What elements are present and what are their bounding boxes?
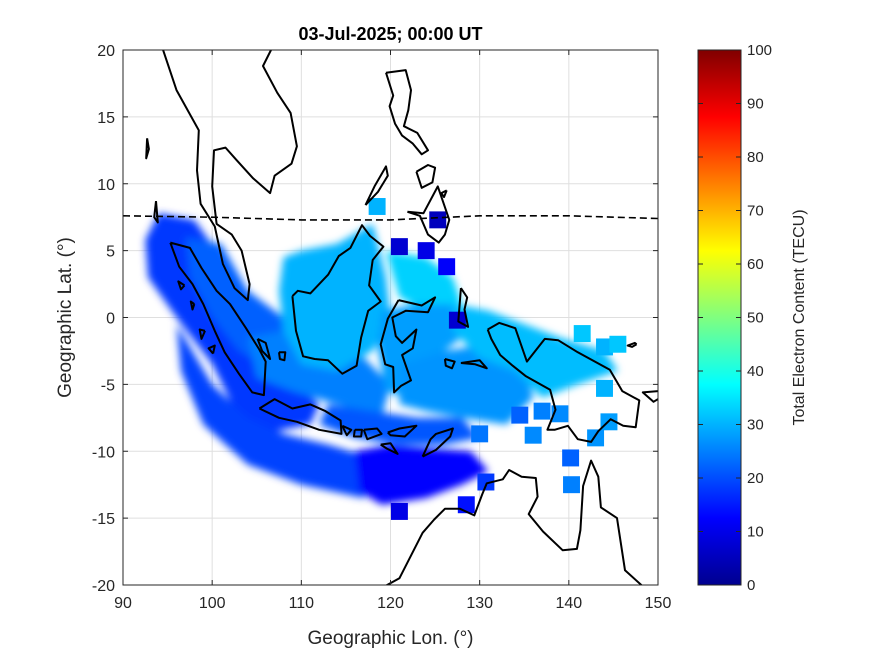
x-tick-label: 110: [289, 595, 315, 612]
coastline: [460, 359, 488, 370]
x-tick-label: 100: [199, 595, 226, 612]
coastline: [457, 287, 470, 328]
colorbar-tick-label: 30: [747, 417, 764, 434]
coastline: [415, 164, 437, 189]
coastlines: [145, 50, 658, 585]
tec-block: [596, 379, 613, 397]
coastline: [443, 358, 456, 370]
colorbar: [697, 49, 742, 586]
y-tick-label: 10: [97, 177, 115, 194]
coastline: [207, 344, 216, 355]
tec-block: [563, 476, 580, 494]
y-tick-label: 5: [106, 244, 115, 261]
coastline: [421, 427, 454, 458]
coastline: [362, 427, 383, 441]
coastline: [352, 428, 363, 438]
tec-block: [417, 242, 435, 260]
colorbar-tick-label: 90: [747, 96, 764, 113]
coastline: [291, 224, 385, 375]
tec-block: [573, 325, 591, 343]
x-tick-label: 120: [377, 595, 404, 612]
coastline: [256, 338, 272, 360]
tec-block: [587, 429, 605, 447]
coastline: [486, 321, 641, 443]
tec-region-java-south-belt: [176, 324, 373, 499]
coastline: [169, 241, 267, 397]
coastline: [198, 328, 206, 340]
tec-block: [390, 238, 408, 256]
tec-block: [448, 311, 466, 329]
x-tick-label: 90: [114, 595, 132, 612]
coastline: [364, 165, 389, 206]
coastline: [379, 296, 437, 394]
colorbar-tick-label: 50: [747, 310, 764, 327]
coastline: [387, 424, 418, 438]
tec-blocks: [368, 198, 627, 520]
colorbar-tick-label: 20: [747, 470, 764, 487]
coastline: [278, 351, 287, 362]
colorbar-tick-label: 70: [747, 203, 764, 220]
tec-block: [609, 335, 627, 353]
colorbar-tick-label: 10: [747, 524, 764, 541]
y-tick-label: -10: [92, 444, 115, 461]
coastline: [385, 69, 429, 156]
coastline: [626, 341, 638, 348]
coastline: [641, 390, 658, 403]
colorbar-tick-label: 80: [747, 149, 764, 166]
tec-block: [562, 449, 580, 467]
chart-title: 03-Jul-2025; 00:00 UT: [298, 24, 482, 44]
y-tick-label: 20: [97, 43, 115, 60]
colorbar-tick-label: 60: [747, 256, 764, 273]
colorbar-tick-label: 100: [747, 42, 772, 59]
coastline: [153, 200, 159, 224]
axis-ticks: 90 100 110 120 130 140 150 -20 -15 -10 -5 0 5 10 15 20: [92, 43, 672, 612]
tec-region-sulawesi: [377, 304, 462, 398]
tec-region-flores-band: [319, 404, 480, 445]
tec-block: [438, 258, 456, 276]
tec-block: [533, 402, 551, 420]
coastline: [341, 424, 353, 437]
y-axis-label: Geographic Lat. (°): [55, 237, 76, 398]
coastline: [258, 398, 343, 435]
y-tick-label: 15: [97, 110, 115, 127]
colorbar-ticks: 0 10 20 30 40 50 60 70 80 90 100: [698, 42, 772, 594]
tec-block: [368, 198, 386, 215]
coastline: [440, 189, 448, 199]
y-tick-label: -15: [92, 511, 115, 528]
x-tick-label: 150: [645, 595, 672, 612]
y-tick-label: 0: [106, 311, 115, 328]
x-tick-label: 130: [466, 595, 493, 612]
coastline: [189, 300, 196, 311]
tec-block: [524, 426, 542, 444]
coastline: [145, 138, 150, 160]
coastline: [162, 50, 298, 302]
coastline: [177, 280, 186, 291]
magnetic-equator-line: [123, 215, 658, 221]
colorbar-tick-label: 0: [747, 577, 755, 594]
coastline: [407, 185, 451, 244]
tec-block: [477, 473, 495, 491]
y-tick-label: -20: [92, 578, 115, 595]
tec-block: [429, 211, 447, 229]
tec-region-nusa-tenggara-south: [354, 444, 489, 505]
tec-region-celebes-sea: [386, 250, 462, 311]
coastline: [380, 442, 399, 455]
colorbar-label: Total Electron Content (TECU): [791, 209, 808, 425]
tec-block: [596, 338, 613, 356]
colorbar-tick-label: 40: [747, 363, 764, 380]
x-axis-label: Geographic Lon. (°): [307, 628, 473, 649]
coastline: [385, 459, 643, 585]
x-tick-label: 140: [555, 595, 582, 612]
tec-block: [511, 406, 529, 424]
y-tick-label: -5: [101, 377, 115, 394]
tec-block: [471, 425, 489, 443]
tec-block: [390, 502, 408, 520]
